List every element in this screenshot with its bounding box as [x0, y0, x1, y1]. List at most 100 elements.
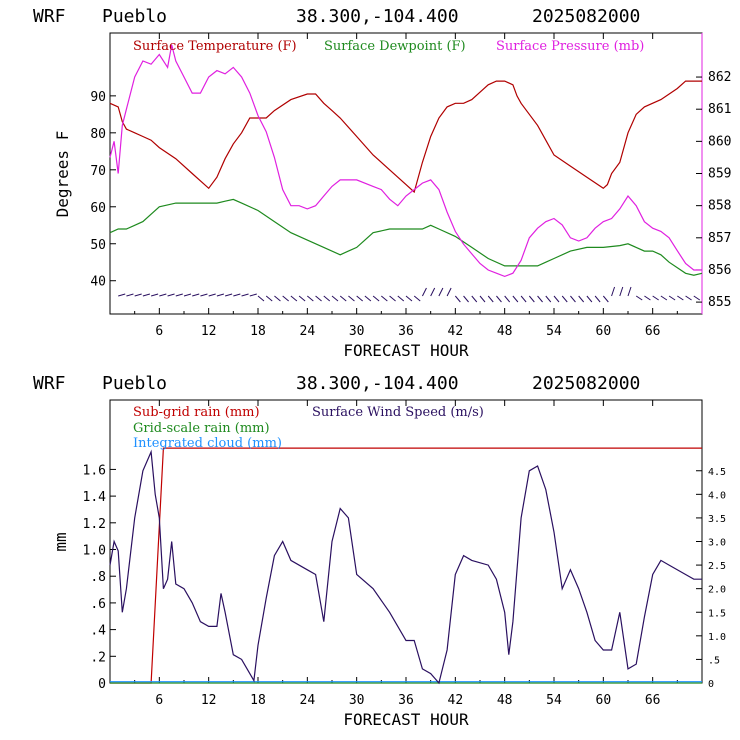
top-x-tick-label: 18	[250, 324, 266, 339]
bottom-x-ticks: 6 12 18 24 30 36 42 48 54 60 66	[134, 400, 678, 708]
series-surface-dewpoint-f	[109, 198, 703, 276]
top-x-tick-label: 66	[645, 324, 661, 339]
wind-barb	[537, 295, 543, 303]
wind-barb	[249, 293, 257, 297]
wind-barb	[496, 295, 502, 303]
wind-barb	[298, 295, 306, 302]
bot-y-tick-label: .6	[90, 597, 106, 612]
wind-barb	[627, 286, 632, 297]
wind-barb	[241, 293, 249, 297]
bot-y2-tick-label: 0	[708, 679, 714, 690]
top-y2-tick-label: 858	[708, 199, 731, 214]
wind-barb	[602, 295, 609, 303]
wind-barb	[421, 287, 427, 297]
top-x-tick-label: 30	[349, 324, 365, 339]
wind-barb	[192, 293, 200, 297]
wind-barb	[693, 295, 701, 301]
wind-barb	[487, 295, 494, 303]
wind-barb	[520, 295, 527, 303]
wind-barb	[652, 295, 659, 301]
bot-x-tick-label: 6	[155, 693, 163, 708]
series-surface-pressure-mb	[109, 44, 702, 278]
bot-y2-tick-label: 1.0	[708, 632, 726, 643]
wind-barb	[512, 295, 519, 303]
bot-y2-tick-label: 1.5	[708, 608, 726, 619]
bottom-x-axis-label: FORECAST HOUR	[343, 710, 469, 729]
wind-barb	[471, 295, 478, 303]
legend-dewpoint: Surface Dewpoint (F)	[324, 39, 466, 54]
wind-barb	[265, 295, 273, 302]
bottom-header-coords: 38.300,-104.400	[296, 373, 459, 394]
top-y2-tick-label: 857	[708, 231, 731, 246]
wind-barb	[216, 293, 225, 297]
top-x-tick-label: 42	[448, 324, 464, 339]
wind-barb	[282, 295, 289, 302]
bot-y-tick-label: 1.4	[83, 490, 107, 505]
bot-y-tick-label: .4	[90, 624, 106, 639]
wind-barb	[175, 293, 183, 297]
top-x-tick-label: 60	[596, 324, 612, 339]
wind-barb	[553, 295, 560, 303]
legend-gridscale-rain: Grid-scale rain (mm)	[133, 421, 270, 436]
series-surface-wind-speed-m-s	[109, 449, 702, 685]
wind-barb	[561, 295, 568, 303]
bot-y2-tick-label: 4.5	[708, 467, 726, 478]
top-y-ticks: 40 50 60 70 80 90	[90, 90, 116, 290]
wind-barb	[208, 293, 216, 297]
wind-barb	[594, 295, 601, 303]
wind-barb	[454, 295, 461, 303]
bot-y2-tick-label: 3.5	[708, 514, 726, 525]
top-y-tick-label: 50	[90, 238, 106, 253]
top-x-tick-label: 54	[546, 324, 562, 339]
top-x-tick-label: 36	[398, 324, 414, 339]
top-x-tick-label: 12	[201, 324, 217, 339]
top-header-model: WRF	[33, 6, 66, 27]
legend-pressure: Surface Pressure (mb)	[496, 39, 644, 54]
top-y2-tick-label: 861	[708, 102, 731, 117]
top-y-tick-label: 40	[90, 275, 106, 290]
wind-barb	[677, 295, 684, 301]
wind-barb	[528, 295, 535, 303]
bot-y-tick-label: 1.2	[83, 517, 106, 532]
bot-y-tick-label: .8	[90, 570, 106, 585]
top-x-tick-label: 48	[497, 324, 513, 339]
top-y-axis-label: Degrees F	[53, 131, 72, 218]
legend-temperature: Surface Temperature (F)	[133, 39, 297, 54]
bottom-y2-ticks: 0 .5 1.0 1.5 2.0 2.5 3.0 3.5 4.0 4.5	[696, 467, 726, 690]
top-y-tick-label: 60	[90, 201, 106, 216]
top-y2-tick-label: 859	[708, 167, 731, 182]
wind-barbs	[118, 286, 701, 303]
top-y2-tick-label: 855	[708, 295, 731, 310]
top-plot-frame	[109, 32, 703, 315]
top-y-tick-label: 80	[90, 127, 106, 142]
bot-y-tick-label: 0	[98, 677, 106, 692]
wind-barb	[331, 295, 339, 302]
series-sub-grid-rain-mm	[110, 447, 702, 684]
bot-y2-tick-label: .5	[708, 655, 720, 666]
wind-barb	[586, 295, 593, 303]
top-header-init: 2025082000	[532, 6, 640, 27]
wind-barb	[685, 295, 692, 301]
wind-barb	[126, 293, 134, 297]
bottom-series	[109, 447, 702, 685]
wind-barb	[479, 295, 486, 303]
top-y2-tick-label: 860	[708, 134, 731, 149]
wind-barb	[183, 293, 192, 297]
top-header-station: Pueblo	[102, 6, 167, 27]
bot-y2-tick-label: 3.0	[708, 538, 726, 549]
wind-barb	[668, 295, 676, 301]
wind-barb	[635, 295, 643, 301]
rain-wind-chart: 6 12 18 24 30 36 42 48 54 60 66 0 .2 .4 .6 .8 1.0 1.2 1.4…	[51, 399, 726, 729]
wind-barb	[159, 293, 167, 297]
wind-barb	[257, 295, 265, 302]
wind-barb	[405, 295, 413, 302]
wind-barb	[118, 293, 126, 297]
wind-barb	[644, 295, 651, 301]
wind-barb	[364, 295, 372, 302]
bottom-header-model: WRF	[33, 373, 66, 394]
wind-barb	[438, 287, 444, 297]
top-x-axis-label: FORECAST HOUR	[343, 341, 469, 360]
wind-barb	[660, 295, 668, 301]
wind-barb	[389, 295, 396, 302]
bot-x-tick-label: 30	[349, 693, 365, 708]
